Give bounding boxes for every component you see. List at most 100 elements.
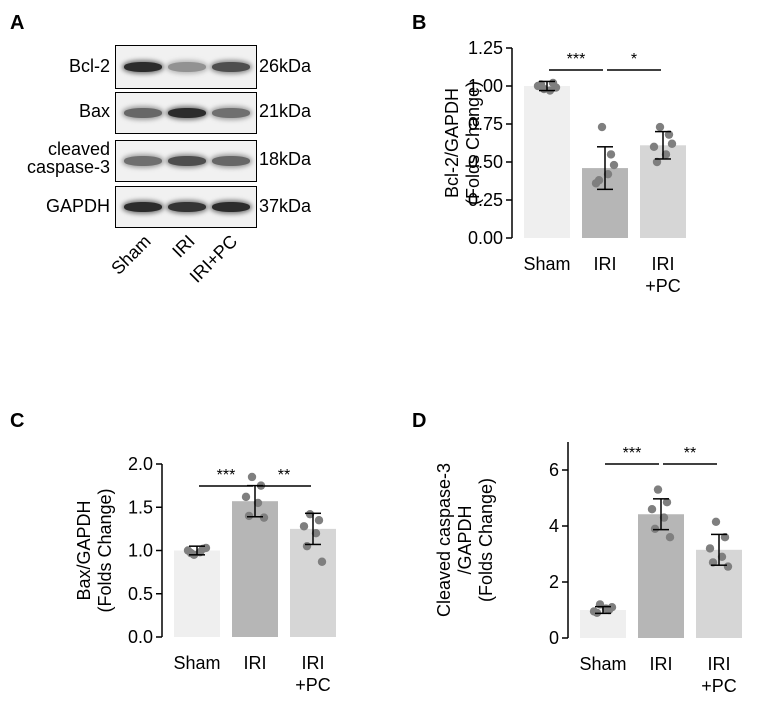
bar-chart-bax: 0.0 0.5 1.0 1.5 2.0 Bax/GAPDH(Folds Change) Sh… xyxy=(74,454,336,695)
blot-band xyxy=(212,202,250,212)
y-tick-label: 1.0 xyxy=(128,541,153,561)
y-axis-label: Bcl-2/GAPDH(Folds Change) xyxy=(442,81,483,205)
x-tick-label-line: Sham xyxy=(579,654,626,674)
data-point xyxy=(594,176,604,185)
data-point xyxy=(603,169,613,179)
panel-letter-a: A xyxy=(10,12,25,34)
x-tick-label-line: IRI xyxy=(243,653,266,673)
blot-band xyxy=(212,156,250,166)
y-tick-label: 4 xyxy=(549,516,559,536)
data-point xyxy=(551,83,561,92)
blot-band xyxy=(168,202,206,212)
significance-label: ** xyxy=(684,445,696,462)
blot-row-bax xyxy=(115,92,257,134)
lane-label-iri-pc: IRI+PC xyxy=(186,231,242,287)
x-tick-label: Sham xyxy=(523,254,570,274)
data-point xyxy=(652,157,662,167)
data-point xyxy=(662,498,672,507)
y-axis-label-line: (Folds Change) xyxy=(476,478,496,602)
y-tick-label: 1.5 xyxy=(128,497,153,517)
blot-size-label: 21kDa xyxy=(259,101,312,121)
blot-band xyxy=(168,108,206,118)
blot-band xyxy=(168,156,206,166)
data-point xyxy=(244,511,254,521)
data-point xyxy=(311,529,321,538)
blot-band xyxy=(212,62,250,72)
data-point xyxy=(609,160,619,170)
blot-protein-label: cleaved caspase-3 xyxy=(26,139,110,177)
blot-protein-label: Bax xyxy=(78,101,110,121)
data-point xyxy=(536,80,546,89)
significance-label: *** xyxy=(567,51,586,68)
y-tick-label: 1.00 xyxy=(468,76,503,96)
blot-protein-label: GAPDH xyxy=(45,196,110,216)
lane-label-sham: Sham xyxy=(107,231,155,279)
data-point xyxy=(659,513,669,522)
blot-row-bcl2 xyxy=(115,45,257,89)
blot-row-cleaved-caspase3 xyxy=(115,140,257,182)
x-tick-label: IRI +PC xyxy=(645,254,681,296)
y-axis-label-line: Bcl-2/GAPDH xyxy=(442,88,462,198)
x-tick-label: Sham xyxy=(173,653,220,673)
data-point xyxy=(253,498,263,508)
blot-band xyxy=(168,62,206,72)
blot-band xyxy=(124,202,162,212)
y-axis-label-line: Cleaved caspase-3 xyxy=(434,463,454,617)
blot-size-label: 37kDa xyxy=(259,196,312,216)
x-tick-label-line: Sham xyxy=(523,254,570,274)
panel-letter-d: D xyxy=(412,410,427,432)
data-point xyxy=(647,505,657,514)
x-tick-label-line: IRI xyxy=(301,653,324,673)
data-point xyxy=(655,122,665,132)
bar xyxy=(638,514,684,638)
data-point xyxy=(705,544,715,553)
data-point xyxy=(305,509,315,519)
data-point xyxy=(664,130,674,139)
x-tick-label: IRI +PC xyxy=(295,653,331,695)
significance-label: * xyxy=(631,51,637,68)
data-point xyxy=(711,517,721,526)
x-tick-label: IRI +PC xyxy=(701,654,737,696)
y-tick-label: 0.00 xyxy=(468,228,503,248)
y-tick-label: 0.75 xyxy=(468,114,503,134)
data-point xyxy=(650,524,660,533)
x-tick-label-line: +PC xyxy=(295,675,331,695)
lane-label-iri: IRI xyxy=(168,231,199,262)
x-tick-label-line: IRI xyxy=(593,254,616,274)
data-point xyxy=(667,139,677,148)
y-tick-label: 2.0 xyxy=(128,454,153,474)
blot-protein-label: Bcl-2 xyxy=(68,56,110,76)
data-point xyxy=(717,552,727,561)
data-point xyxy=(661,150,671,159)
data-point xyxy=(597,122,607,132)
blot-band xyxy=(212,108,250,118)
bar-chart-cleaved-caspase3: 0 2 4 6 Cleaved caspase-3/GAPDH(Folds Change… xyxy=(434,442,742,696)
y-tick-label: 0.25 xyxy=(468,190,503,210)
significance-label: *** xyxy=(623,445,642,462)
blot-band xyxy=(124,62,162,72)
y-axis-label: Cleaved caspase-3/GAPDH(Folds Change) xyxy=(434,463,496,617)
y-axis-label-line: Bax/GAPDH xyxy=(74,500,94,600)
x-tick-label: IRI xyxy=(593,254,616,274)
bar xyxy=(640,145,686,238)
data-point xyxy=(201,543,211,553)
y-tick-label: 0.0 xyxy=(128,627,153,647)
panel-letter-c: C xyxy=(10,410,25,432)
data-point xyxy=(299,522,309,531)
y-tick-label: 2 xyxy=(549,572,559,592)
x-tick-label: IRI xyxy=(649,654,672,674)
data-point xyxy=(314,516,324,525)
y-axis-label-line: (Folds Change) xyxy=(463,81,483,205)
data-point xyxy=(607,603,617,612)
bar xyxy=(580,610,626,638)
data-point xyxy=(302,541,312,551)
y-axis-label-line: (Folds Change) xyxy=(95,488,115,612)
data-point xyxy=(653,485,663,494)
data-point xyxy=(606,150,616,159)
y-tick-label: 0 xyxy=(549,628,559,648)
data-point xyxy=(723,562,733,571)
x-tick-label: Sham xyxy=(579,654,626,674)
y-axis-label-line: /GAPDH xyxy=(455,505,475,574)
data-point xyxy=(247,472,257,482)
significance-label: *** xyxy=(217,467,236,484)
